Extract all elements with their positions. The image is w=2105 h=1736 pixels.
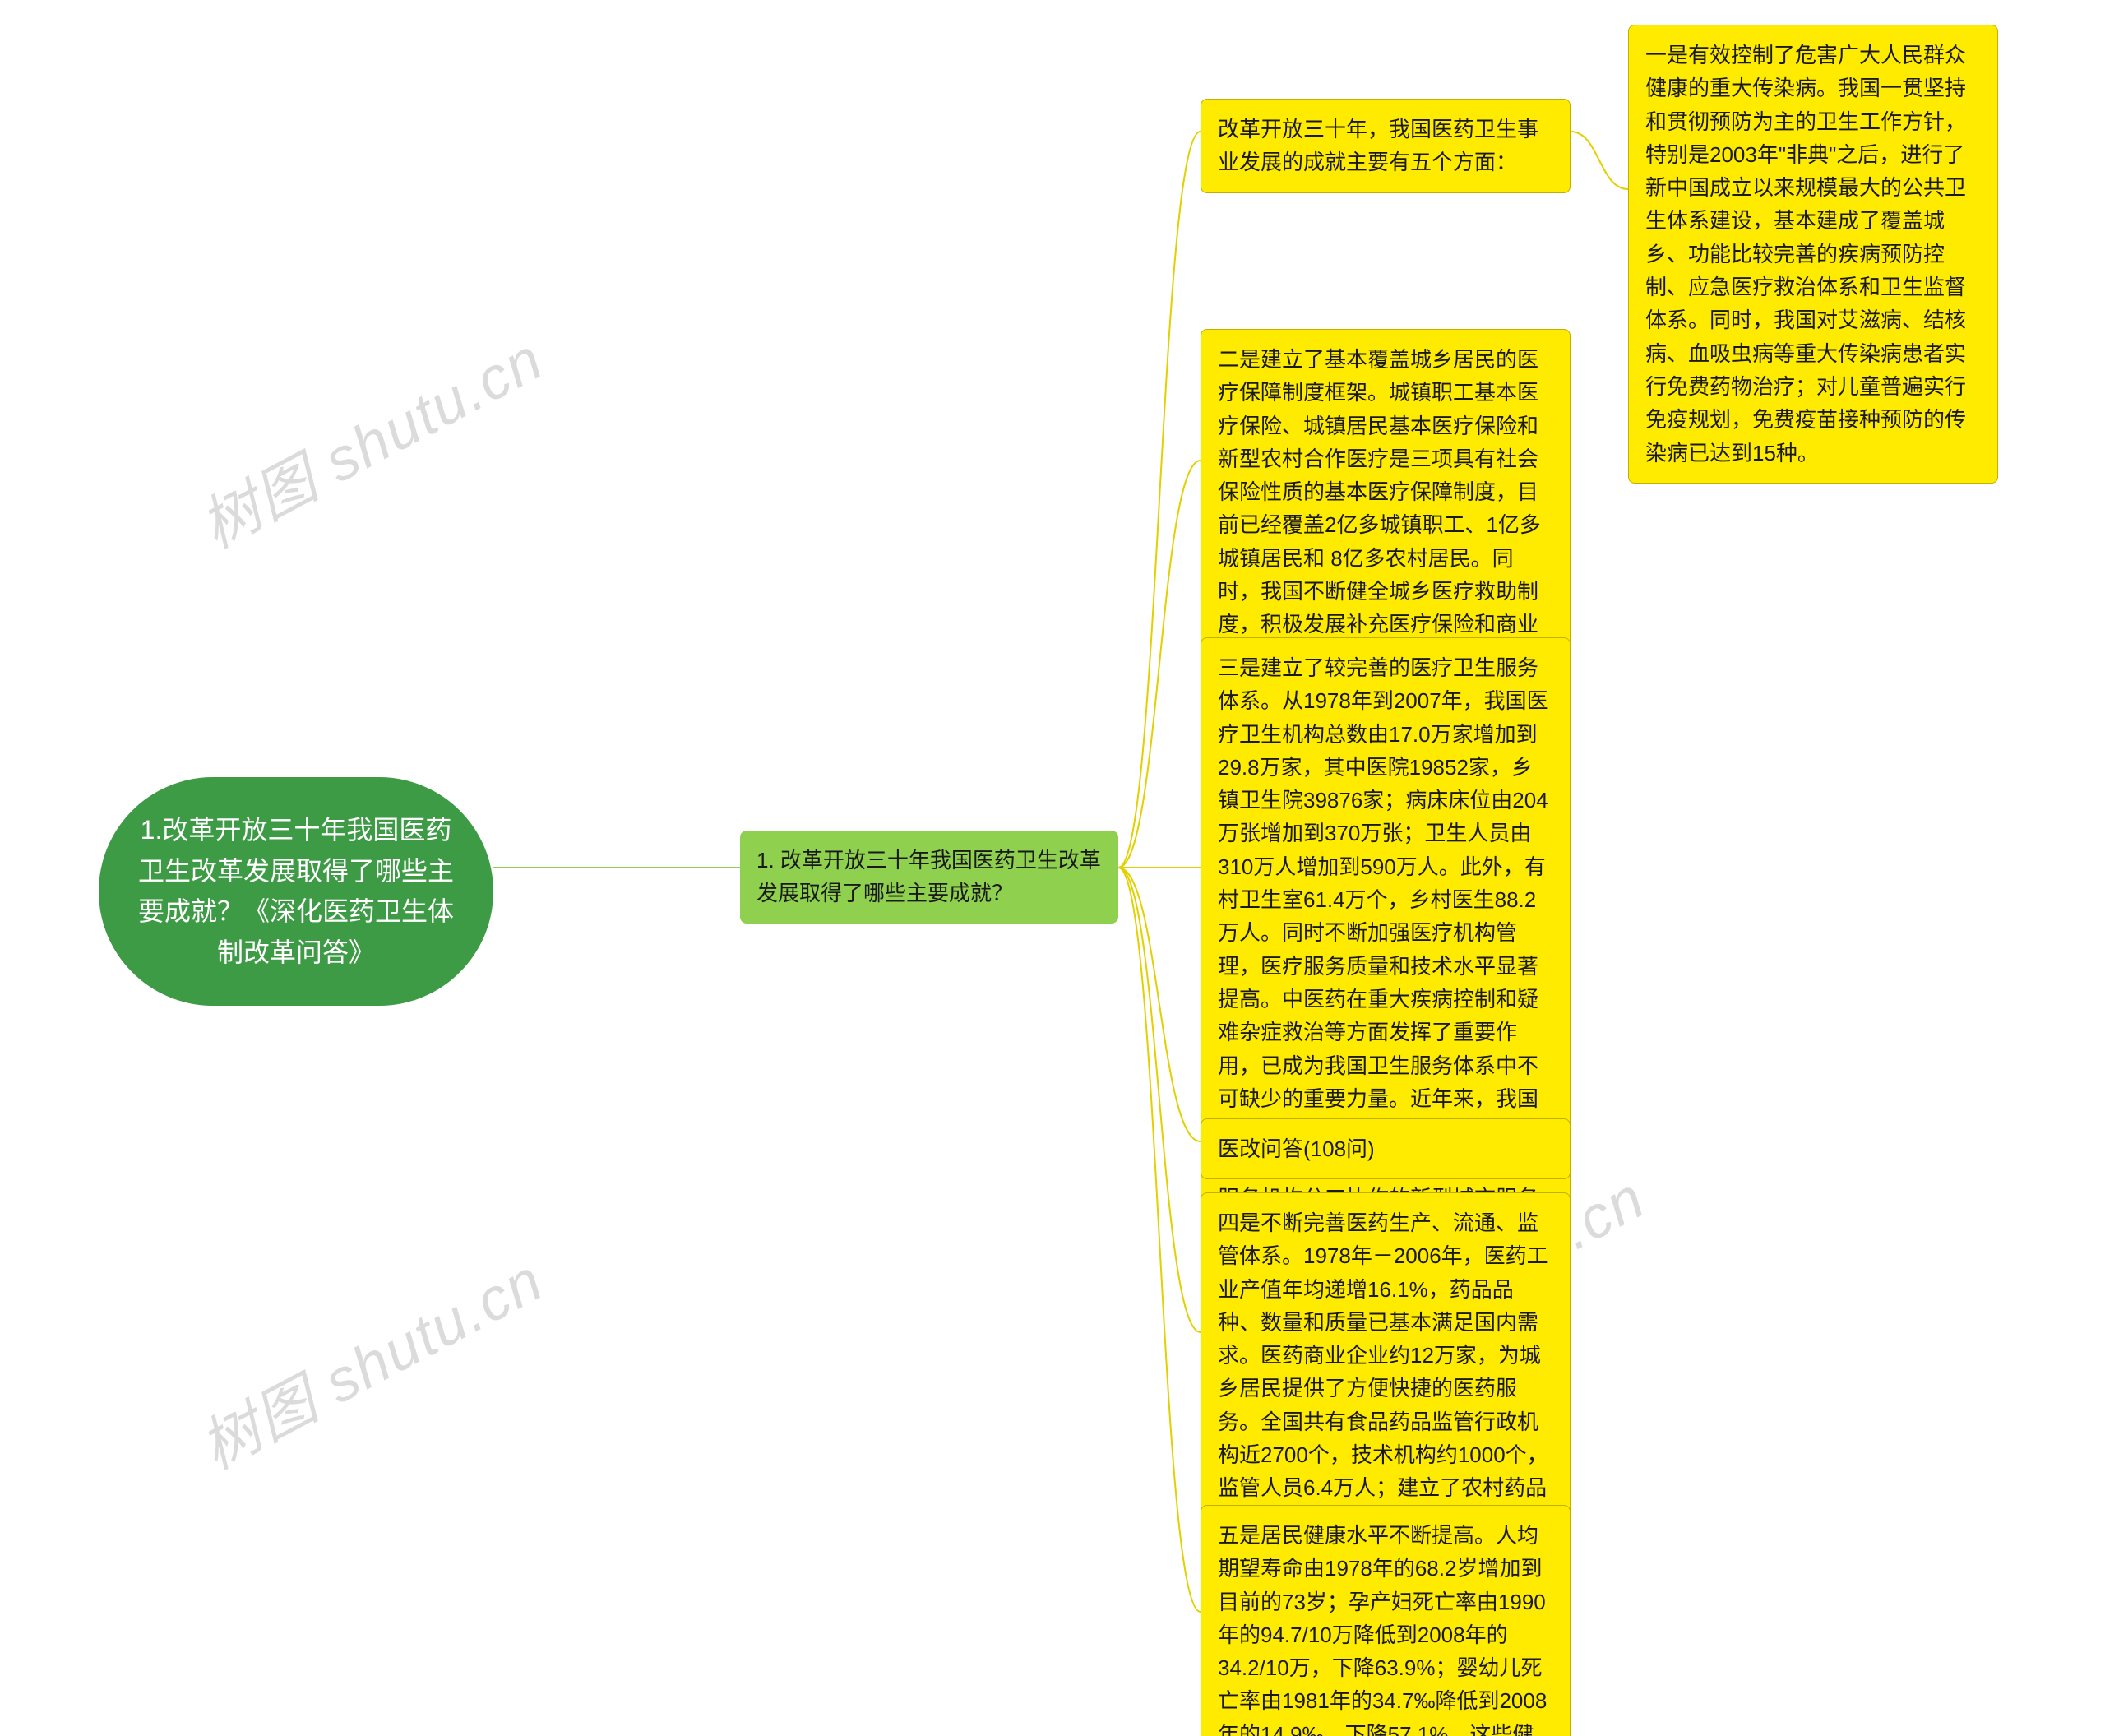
watermark: 树图 shutu.cn	[183, 312, 556, 565]
mindmap-node-intro[interactable]: 改革开放三十年，我国医药卫生事业发展的成就主要有五个方面：	[1201, 99, 1571, 193]
mindmap-root[interactable]: 1.改革开放三十年我国医药卫生改革发展取得了哪些主要成就？《深化医药卫生体制改革…	[99, 777, 493, 1006]
mindmap-node-note[interactable]: 医改问答(108问)	[1201, 1118, 1571, 1179]
watermark: 树图 shutu.cn	[183, 1233, 556, 1486]
mindmap-node-a5[interactable]: 五是居民健康水平不断提高。人均期望寿命由1978年的68.2岁增加到目前的73岁…	[1201, 1505, 1571, 1736]
mindmap-node-a1[interactable]: 一是有效控制了危害广大人民群众健康的重大传染病。我国一贯坚持和贯彻预防为主的卫生…	[1628, 25, 1998, 484]
mindmap-node-q[interactable]: 1. 改革开放三十年我国医药卫生改革发展取得了哪些主要成就？	[740, 831, 1118, 924]
